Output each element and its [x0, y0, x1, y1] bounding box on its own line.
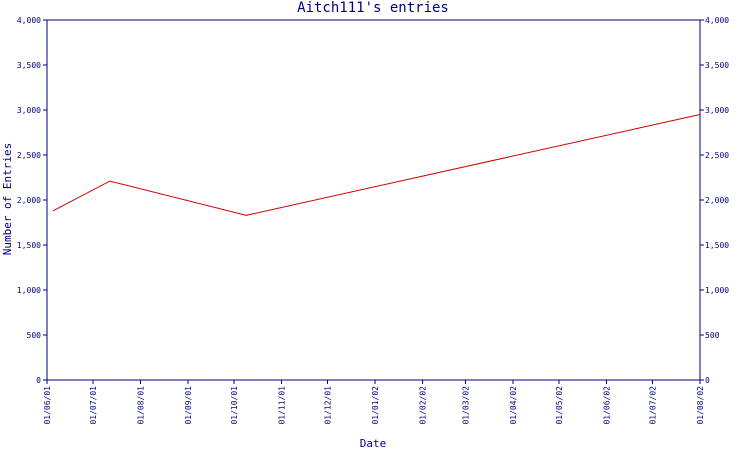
x-tick-label: 01/08/02	[696, 386, 705, 425]
y-tick-label-right: 3,000	[705, 106, 729, 115]
y-tick-label-right: 0	[705, 376, 710, 385]
x-tick-label: 01/03/02	[461, 386, 470, 425]
plot-frame	[46, 19, 701, 381]
y-tick-label-right: 3,500	[705, 61, 729, 70]
y-tick-label-left: 1,000	[17, 286, 41, 295]
y-tick-label-right: 1,000	[705, 286, 729, 295]
x-tick-label: 01/01/02	[371, 386, 380, 425]
x-axis-title: Date	[360, 437, 387, 450]
y-tick-label-left: 4,000	[17, 16, 41, 25]
series-line	[52, 114, 701, 216]
y-axis-title: Number of Entries	[1, 143, 14, 256]
series-layer	[52, 114, 701, 216]
x-tick-label: 01/06/01	[43, 386, 52, 425]
y-tick-label-left: 3,000	[17, 106, 41, 115]
x-tick-label: 01/11/01	[278, 386, 287, 425]
y-tick-label-left: 0	[36, 376, 41, 385]
y-tick-label-right: 2,500	[705, 151, 729, 160]
y-tick-label-left: 500	[27, 331, 42, 340]
x-tick-label: 01/06/02	[602, 386, 611, 425]
x-tick-label: 01/09/01	[184, 386, 193, 425]
x-tick-label: 01/07/01	[89, 386, 98, 425]
x-tick-label: 01/02/02	[419, 386, 428, 425]
y-tick-label-right: 1,500	[705, 241, 729, 250]
y-tick-label-left: 2,000	[17, 196, 41, 205]
x-tick-label: 01/12/01	[324, 386, 333, 425]
y-tick-label-right: 2,000	[705, 196, 729, 205]
y-tick-label-right: 500	[705, 331, 720, 340]
y-tick-label-right: 4,000	[705, 16, 729, 25]
y-tick-label-left: 1,500	[17, 241, 41, 250]
x-tick-label: 01/04/02	[509, 386, 518, 425]
x-tick-label: 01/07/02	[648, 386, 657, 425]
y-tick-label-left: 3,500	[17, 61, 41, 70]
x-tick-label: 01/10/01	[230, 386, 239, 425]
x-tick-label: 01/05/02	[555, 386, 564, 425]
axes-ticks: 0 0 500 500 1,000 1,000 1,500 1,500 2,000 2,000 2,…	[17, 16, 729, 425]
chart-title: Aitch111's entries	[297, 0, 449, 16]
x-tick-label: 01/08/01	[137, 386, 146, 425]
y-tick-label-left: 2,500	[17, 151, 41, 160]
